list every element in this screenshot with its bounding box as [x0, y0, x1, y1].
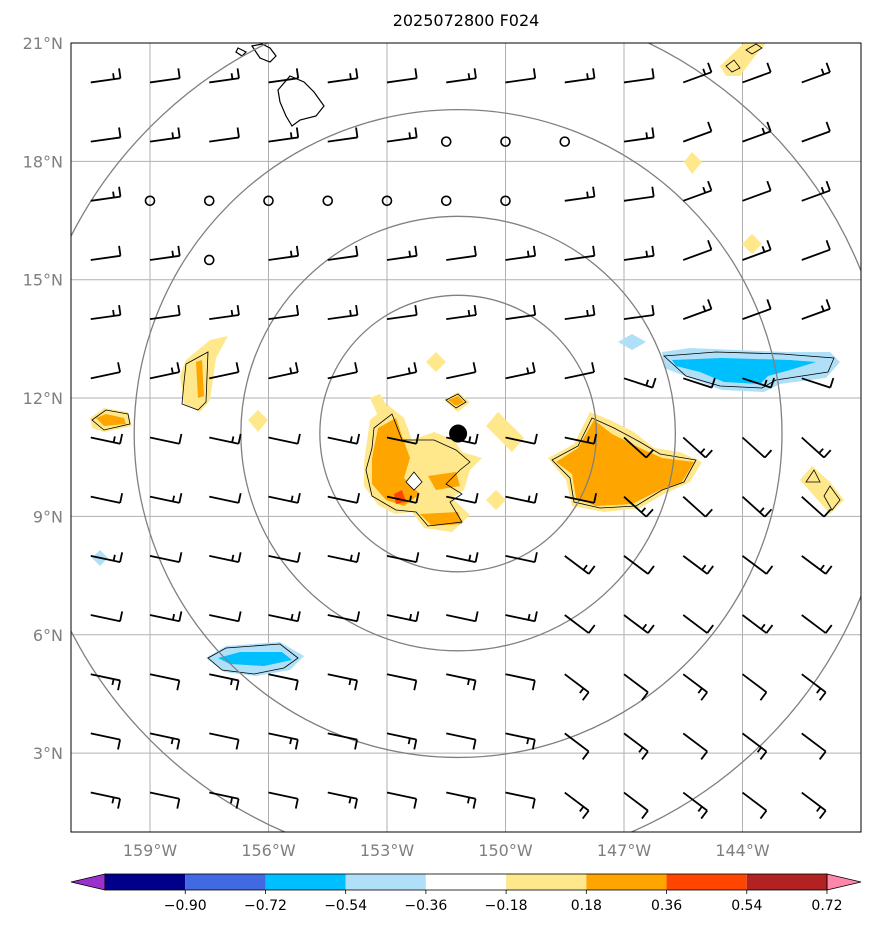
- longitude-label: 147°W: [597, 841, 652, 860]
- longitude-label: 150°W: [478, 841, 533, 860]
- colorbar-tick-label: 0.54: [731, 898, 762, 914]
- latitude-label: 21°N: [23, 34, 63, 53]
- longitude-label: 153°W: [360, 841, 415, 860]
- wind-barb: [861, 615, 873, 633]
- colorbar-tick-label: −0.90: [164, 898, 207, 914]
- colorbar-segment: [506, 874, 586, 890]
- map-panel: [24, 0, 873, 868]
- colorbar-segment: [747, 874, 827, 890]
- colorbar-tick-label: −0.18: [485, 898, 528, 914]
- wind-barb: [861, 556, 873, 574]
- colorbar-high-extension: [827, 874, 861, 890]
- latitude-label: 3°N: [33, 744, 63, 763]
- colorbar-tick-label: −0.36: [404, 898, 447, 914]
- colorbar-tick-label: 0.36: [651, 898, 682, 914]
- figure-title: 2025072800 F024: [393, 11, 540, 30]
- wind-barb: [861, 240, 873, 260]
- wind-barb: [861, 793, 873, 819]
- wind-barb: [861, 438, 873, 458]
- wind-barb: [861, 733, 873, 759]
- colorbar-segment: [346, 874, 426, 890]
- colorbar-tick-label: 0.18: [571, 898, 602, 914]
- colorbar-tick-label: −0.54: [324, 898, 367, 914]
- wind-barb: [861, 181, 873, 201]
- colorbar-low-extension: [71, 874, 105, 890]
- storm-center-marker: [449, 425, 467, 443]
- colorbar-segment: [667, 874, 747, 890]
- wind-barb: [861, 378, 873, 388]
- longitude-label: 144°W: [715, 841, 770, 860]
- longitude-label: 159°W: [123, 841, 178, 860]
- latitude-label: 12°N: [23, 389, 63, 408]
- longitude-label: 156°W: [241, 841, 296, 860]
- wind-barb: [861, 63, 873, 83]
- latitude-label: 9°N: [33, 507, 63, 526]
- latitude-label: 15°N: [23, 271, 63, 290]
- wind-barb: [861, 674, 873, 700]
- longitude-labels: 159°W 156°W 153°W 150°W 147°W 144°W: [123, 841, 770, 860]
- colorbar-segment: [105, 874, 185, 890]
- wind-barb: [861, 299, 873, 319]
- wind-barb: [861, 122, 873, 142]
- latitude-label: 18°N: [23, 152, 63, 171]
- colorbar-segment: [426, 874, 506, 890]
- latitude-label: 6°N: [33, 626, 63, 645]
- latitude-labels: 21°N 18°N 15°N 12°N 9°N 6°N 3°N: [23, 34, 63, 763]
- colorbar-segment: [265, 874, 345, 890]
- colorbar-tick-label: −0.72: [244, 898, 287, 914]
- colorbar-labels: −0.90 −0.72 −0.54 −0.36 −0.18 0.18 0.36 0.54 0.7…: [164, 890, 873, 914]
- colorbar-segment: [586, 874, 666, 890]
- wind-barb: [861, 497, 873, 517]
- colorbar-segment: [185, 874, 265, 890]
- colorbar: [71, 874, 861, 890]
- colorbar-tick-label: 0.72: [811, 898, 842, 914]
